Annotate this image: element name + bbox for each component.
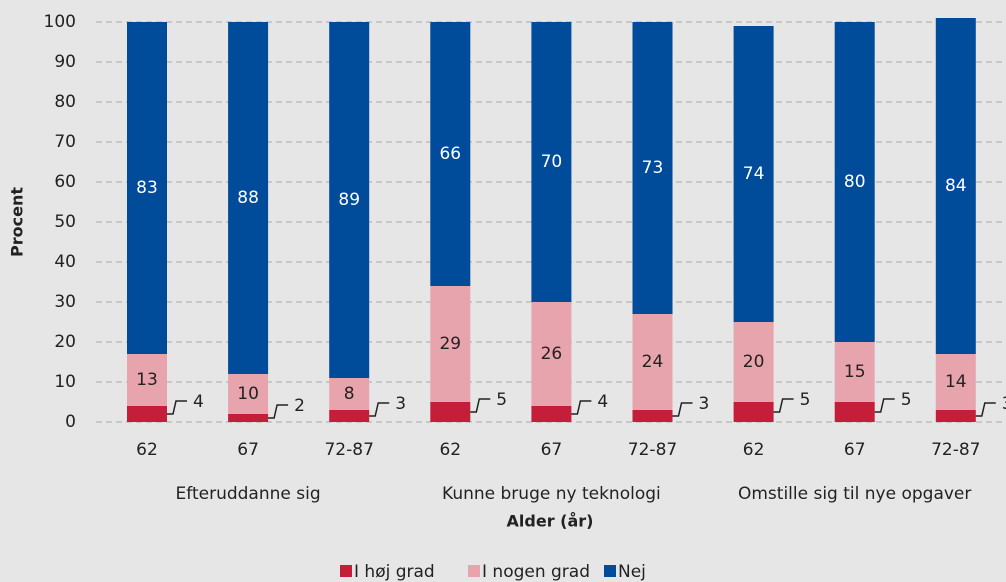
group-label: Efteruddanne sig: [176, 484, 321, 504]
y-tick-label: 50: [54, 212, 76, 232]
data-label: 5: [901, 390, 912, 410]
x-axis-label: Alder (år): [507, 512, 594, 531]
leader-line: [470, 398, 491, 413]
x-tick-label: 62: [439, 440, 461, 460]
data-label: 2: [294, 396, 305, 416]
y-tick-label: 0: [65, 412, 76, 432]
bar-segment: [935, 410, 976, 422]
data-label: 80: [844, 172, 866, 192]
bar-segment: [834, 22, 875, 342]
x-tick-label: 72-87: [931, 440, 980, 460]
leader-line: [773, 398, 794, 413]
data-label: 70: [541, 152, 563, 172]
legend-label: I høj grad: [354, 562, 435, 582]
bar-segment: [733, 402, 774, 422]
bar-segment: [430, 286, 471, 402]
data-label: 29: [439, 334, 461, 354]
bar-segment: [632, 410, 673, 422]
y-tick-label: 80: [54, 92, 76, 112]
leader-line: [268, 404, 289, 419]
data-label: 5: [800, 390, 811, 410]
leader-line: [874, 398, 895, 413]
bar-segment: [329, 410, 370, 422]
data-label: 83: [136, 178, 158, 198]
data-label: 4: [597, 392, 608, 412]
leader-line: [167, 400, 187, 415]
data-label: 10: [237, 384, 259, 404]
leader-line: [571, 400, 592, 415]
bar-segment: [430, 402, 471, 422]
bar-segment: [834, 342, 875, 402]
legend-label: Nej: [618, 562, 646, 582]
data-label: 89: [338, 190, 360, 210]
bar-segment: [733, 26, 774, 322]
data-label: 5: [496, 390, 507, 410]
data-label: 3: [699, 394, 710, 414]
x-tick-label: 67: [844, 440, 866, 460]
bar-segment: [228, 22, 269, 374]
bar-segment: [834, 402, 875, 422]
y-tick-label: 30: [54, 292, 76, 312]
x-tick-label: 72-87: [324, 440, 373, 460]
data-label: 3: [395, 394, 406, 414]
x-tick-label: 67: [237, 440, 259, 460]
leader-line: [369, 402, 390, 417]
data-label: 84: [945, 176, 967, 196]
y-tick-label: 100: [44, 12, 76, 32]
legend-swatch: [604, 565, 616, 577]
bar-segment: [531, 22, 572, 302]
y-tick-label: 90: [54, 52, 76, 72]
bar-segment: [127, 354, 167, 406]
data-label: 24: [642, 352, 664, 372]
bar-segment: [127, 22, 167, 354]
data-label: 20: [743, 352, 765, 372]
data-label: 14: [945, 372, 967, 392]
legend-swatch: [468, 565, 480, 577]
legend-label: I nogen grad: [482, 562, 590, 582]
y-tick-label: 40: [54, 252, 76, 272]
bar-segment: [733, 322, 774, 402]
group-label: Omstille sig til nye opgaver: [738, 484, 971, 504]
bar-segment: [531, 302, 572, 406]
bar-segment: [430, 22, 471, 286]
data-label: 73: [642, 158, 664, 178]
y-tick-label: 70: [54, 132, 76, 152]
legend-swatch: [340, 565, 352, 577]
x-tick-label: 62: [136, 440, 158, 460]
y-axis-label: Procent: [8, 187, 27, 257]
y-tick-label: 60: [54, 172, 76, 192]
bar-segment: [127, 406, 167, 422]
data-label: 3: [1002, 394, 1006, 414]
data-label: 66: [439, 144, 461, 164]
x-tick-label: 62: [743, 440, 765, 460]
data-label: 88: [237, 188, 259, 208]
bar-segment: [935, 354, 976, 410]
bar-segment: [329, 378, 370, 410]
y-tick-label: 10: [54, 372, 76, 392]
bar-segment: [228, 374, 269, 414]
leader-line: [975, 402, 996, 417]
bar-segment: [531, 406, 572, 422]
x-tick-label: 72-87: [628, 440, 677, 460]
bar-segment: [632, 314, 673, 410]
data-label: 8: [344, 384, 355, 404]
group-label: Kunne bruge ny teknologi: [442, 484, 661, 504]
data-label: 74: [743, 164, 765, 184]
bar-segment: [329, 22, 370, 378]
bar-segment: [632, 22, 673, 314]
data-label: 13: [136, 370, 158, 390]
bar-segment: [228, 414, 269, 422]
data-label: 15: [844, 362, 866, 382]
y-tick-label: 20: [54, 332, 76, 352]
data-label: 4: [193, 392, 204, 412]
bar-segment: [935, 18, 976, 354]
x-tick-label: 67: [541, 440, 563, 460]
data-label: 26: [541, 344, 563, 364]
leader-line: [672, 402, 693, 417]
